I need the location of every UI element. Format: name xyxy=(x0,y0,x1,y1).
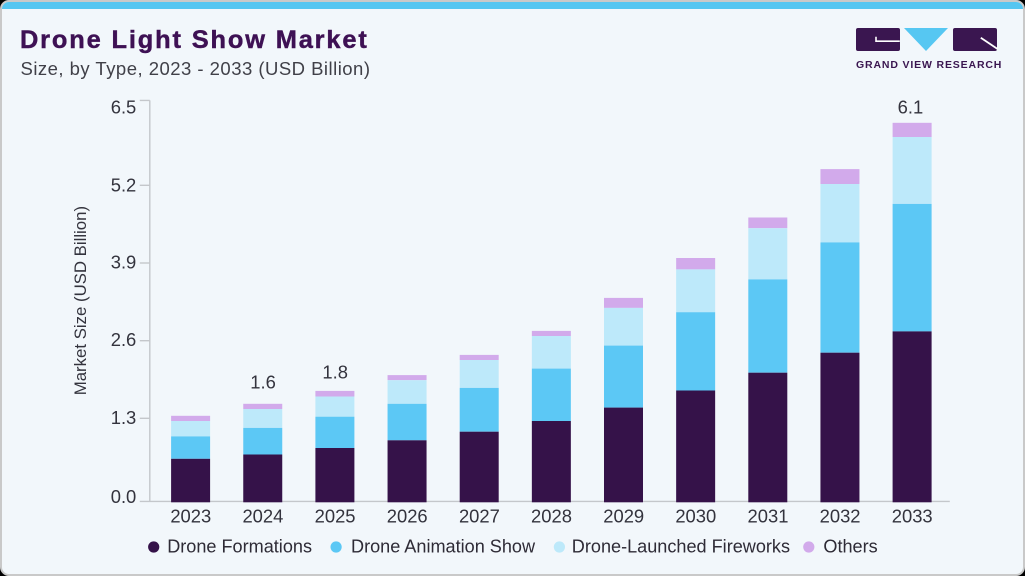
svg-text:2024: 2024 xyxy=(242,505,283,526)
svg-text:6.5: 6.5 xyxy=(111,97,137,118)
svg-text:Market Size (USD Billion): Market Size (USD Billion) xyxy=(71,206,90,395)
svg-text:Drone Animation Show: Drone Animation Show xyxy=(351,537,536,557)
svg-text:Drone-Launched Fireworks: Drone-Launched Fireworks xyxy=(572,537,790,557)
svg-text:2028: 2028 xyxy=(531,505,572,526)
svg-text:2032: 2032 xyxy=(820,505,861,526)
svg-text:GRAND VIEW RESEARCH: GRAND VIEW RESEARCH xyxy=(856,59,1002,71)
svg-text:3.9: 3.9 xyxy=(111,251,137,272)
svg-text:2023: 2023 xyxy=(170,505,211,526)
svg-text:2027: 2027 xyxy=(459,505,500,526)
svg-text:2025: 2025 xyxy=(315,505,356,526)
svg-text:1.3: 1.3 xyxy=(111,407,137,428)
svg-text:2033: 2033 xyxy=(892,505,933,526)
svg-text:2030: 2030 xyxy=(675,505,716,526)
svg-text:2.6: 2.6 xyxy=(111,329,137,350)
svg-text:Drone Formations: Drone Formations xyxy=(167,537,312,557)
svg-text:6.1: 6.1 xyxy=(898,96,924,117)
svg-text:2029: 2029 xyxy=(603,505,644,526)
svg-text:Others: Others xyxy=(823,537,877,557)
svg-text:0.0: 0.0 xyxy=(111,486,137,507)
svg-text:2026: 2026 xyxy=(387,505,428,526)
svg-text:1.8: 1.8 xyxy=(322,361,348,382)
svg-text:1.6: 1.6 xyxy=(250,372,276,393)
svg-text:5.2: 5.2 xyxy=(111,175,137,196)
svg-text:2031: 2031 xyxy=(748,505,789,526)
